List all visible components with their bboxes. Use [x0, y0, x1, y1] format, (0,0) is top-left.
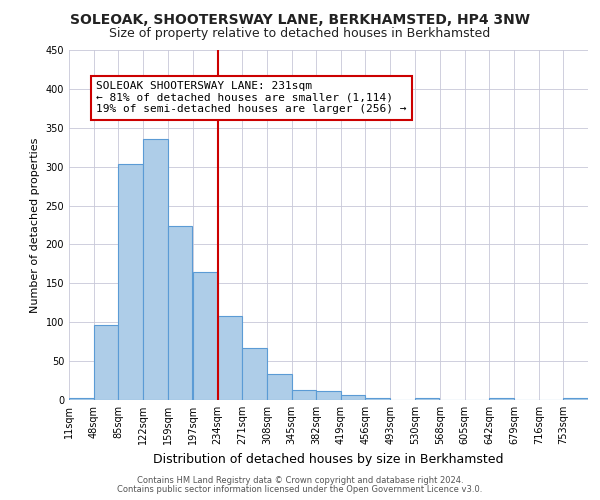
Bar: [316, 392, 341, 400]
Bar: [218, 316, 242, 400]
Text: Contains public sector information licensed under the Open Government Licence v3: Contains public sector information licen…: [118, 485, 482, 494]
Bar: [365, 398, 390, 400]
Bar: [415, 398, 439, 400]
Bar: [118, 164, 143, 400]
Bar: [490, 398, 514, 400]
Y-axis label: Number of detached properties: Number of detached properties: [30, 138, 40, 312]
Bar: [563, 398, 588, 400]
Text: SOLEOAK SHOOTERSWAY LANE: 231sqm
← 81% of detached houses are smaller (1,114)
19: SOLEOAK SHOOTERSWAY LANE: 231sqm ← 81% o…: [97, 81, 407, 114]
Bar: [267, 374, 292, 400]
Bar: [143, 140, 167, 400]
Bar: [292, 390, 316, 400]
Text: Contains HM Land Registry data © Crown copyright and database right 2024.: Contains HM Land Registry data © Crown c…: [137, 476, 463, 485]
Bar: [167, 226, 192, 400]
Bar: [341, 394, 365, 400]
Text: SOLEOAK, SHOOTERSWAY LANE, BERKHAMSTED, HP4 3NW: SOLEOAK, SHOOTERSWAY LANE, BERKHAMSTED, …: [70, 12, 530, 26]
Bar: [94, 324, 118, 400]
Bar: [242, 348, 267, 400]
X-axis label: Distribution of detached houses by size in Berkhamsted: Distribution of detached houses by size …: [153, 452, 504, 466]
Bar: [193, 272, 218, 400]
Text: Size of property relative to detached houses in Berkhamsted: Size of property relative to detached ho…: [109, 28, 491, 40]
Bar: [69, 398, 94, 400]
